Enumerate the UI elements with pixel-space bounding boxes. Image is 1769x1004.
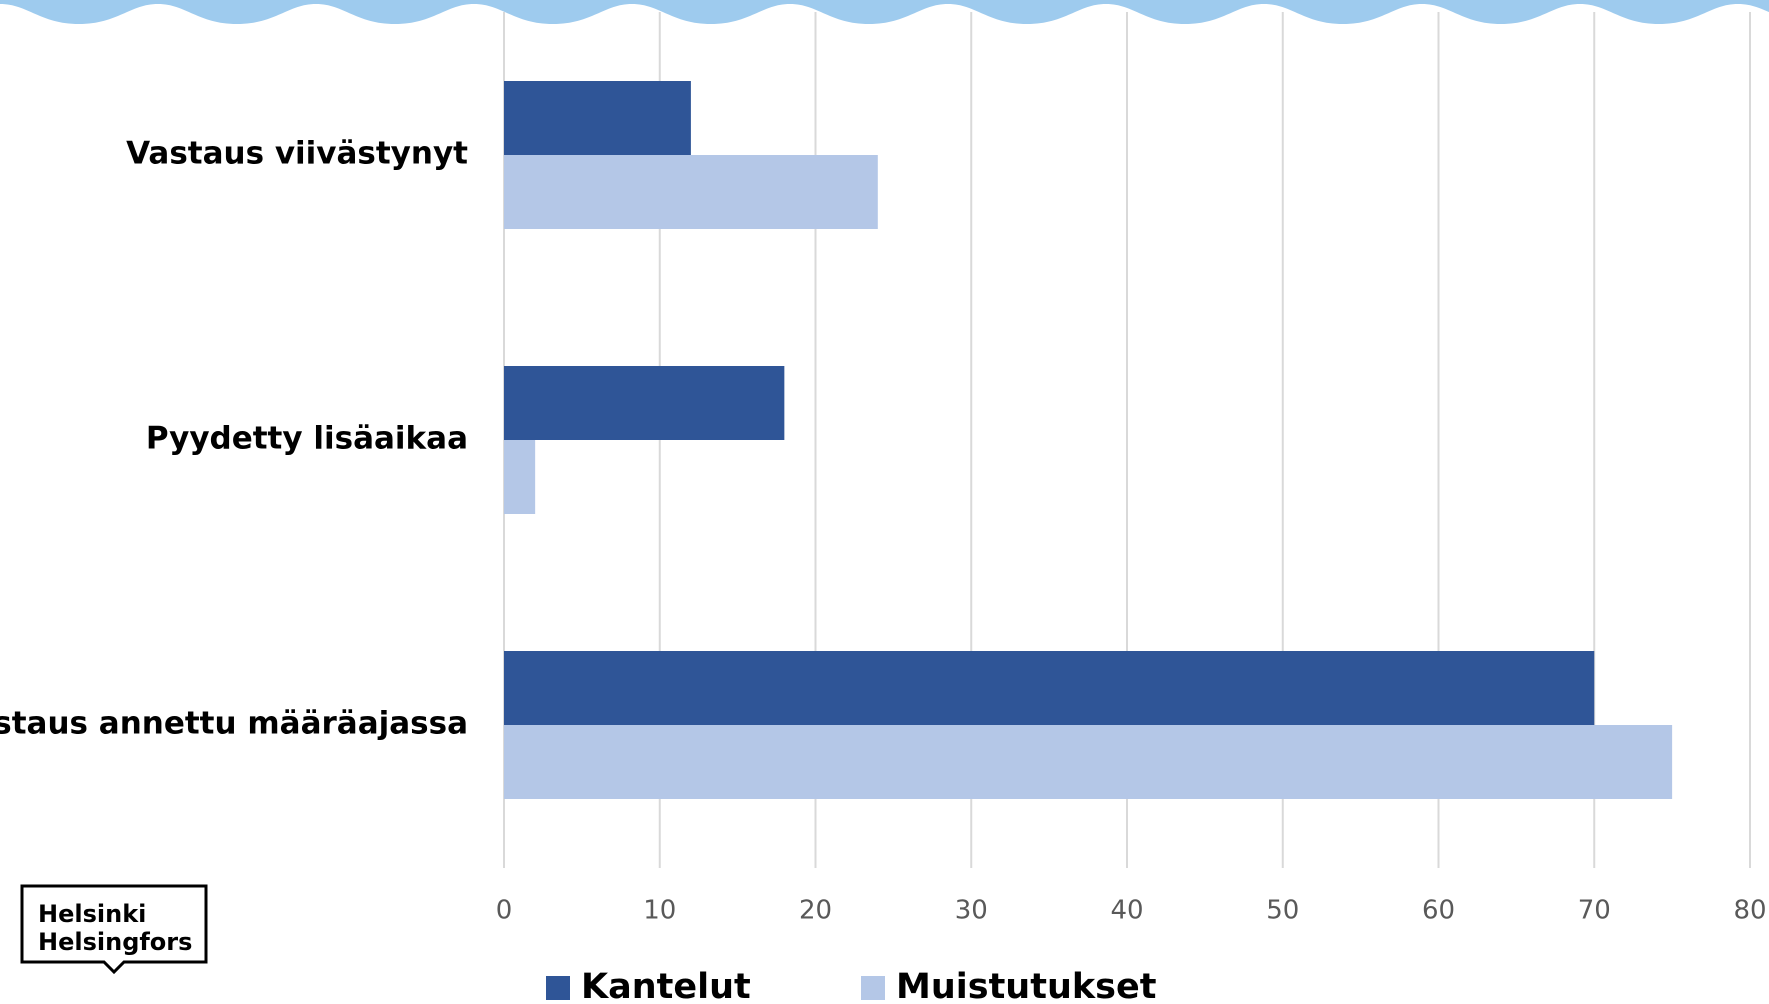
bar [504,651,1595,725]
legend-swatch [546,976,570,1000]
legend-swatch [861,976,885,1000]
legend-label: Kantelut [581,967,751,1004]
logo-frame [20,884,208,975]
x-tick-label: 10 [643,896,676,926]
wave-decoration [0,0,1769,26]
x-tick-label: 60 [1422,896,1455,926]
legend-label: Muistutukset [896,967,1156,1004]
x-tick-label: 20 [799,896,832,926]
x-tick-label: 70 [1578,896,1611,926]
logo: Helsinki Helsingfors [20,884,208,975]
x-tick-label: 80 [1733,896,1766,926]
x-tick-label: 30 [955,896,988,926]
bar [504,81,691,155]
logo-text: Helsingfors [38,928,192,956]
x-tick-label: 40 [1110,896,1143,926]
bar [504,155,878,229]
y-tick-label: Pyydetty lisäaikaa [146,421,468,457]
bar [504,725,1673,799]
y-tick-label: Vastaus annettu määräajassa [0,706,468,742]
x-tick-label: 0 [496,896,513,926]
logo-text: Helsinki [38,900,146,928]
bar [504,440,536,514]
x-tick-label: 50 [1266,896,1299,926]
y-tick-label: Vastaus viivästynyt [126,136,468,172]
bar [504,366,785,440]
